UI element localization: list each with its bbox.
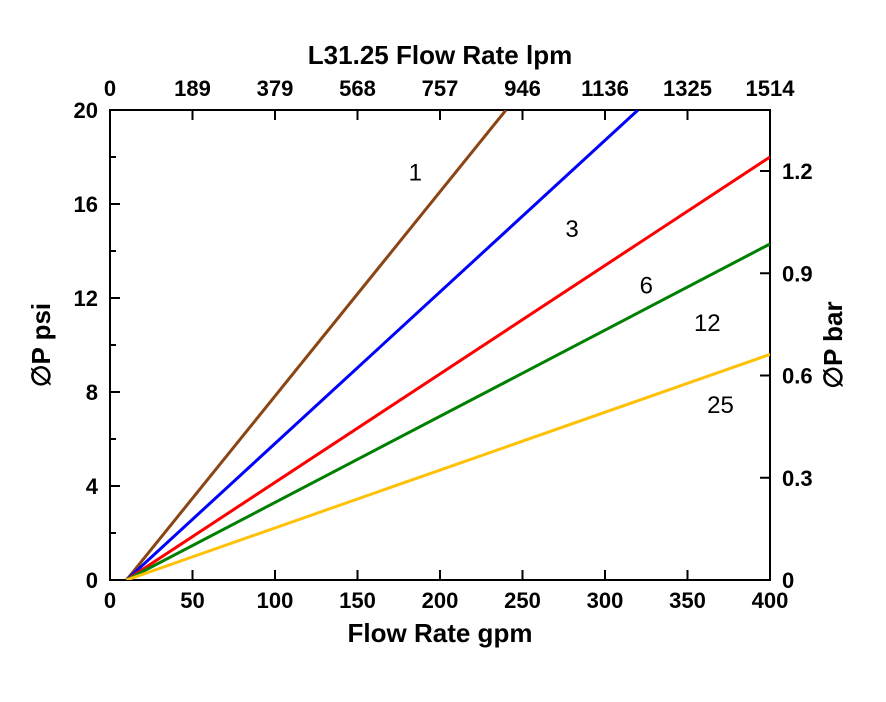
y-left-axis-title: ∅P psi bbox=[26, 303, 56, 387]
x-top-axis-title: L31.25 Flow Rate lpm bbox=[308, 40, 572, 70]
series-label-25: 25 bbox=[707, 392, 734, 419]
x-bottom-tick-label: 250 bbox=[504, 588, 541, 613]
x-top-tick-label: 1514 bbox=[746, 76, 796, 101]
x-bottom-tick-label: 200 bbox=[422, 588, 459, 613]
y-left-tick-label: 0 bbox=[86, 568, 98, 593]
x-top-tick-label: 1325 bbox=[663, 76, 712, 101]
y-left-tick-label: 16 bbox=[74, 192, 98, 217]
x-bottom-axis-title: Flow Rate gpm bbox=[348, 618, 533, 648]
x-top-tick-label: 568 bbox=[339, 76, 376, 101]
x-bottom-tick-label: 150 bbox=[339, 588, 376, 613]
y-right-axis-title: ∅P bar bbox=[818, 301, 848, 388]
x-bottom-tick-label: 350 bbox=[669, 588, 706, 613]
y-right-tick-label: 0.3 bbox=[782, 466, 813, 491]
y-left-tick-label: 4 bbox=[86, 474, 99, 499]
y-right-tick-label: 0.9 bbox=[782, 261, 813, 286]
series-line-25 bbox=[127, 354, 771, 580]
series-label-12: 12 bbox=[694, 310, 721, 337]
x-top-tick-label: 1136 bbox=[581, 76, 629, 101]
series-line-6 bbox=[127, 157, 771, 580]
series-label-6: 6 bbox=[640, 272, 653, 299]
series-line-1 bbox=[127, 110, 507, 580]
x-bottom-tick-label: 50 bbox=[180, 588, 204, 613]
y-left-tick-label: 20 bbox=[74, 98, 98, 123]
x-top-tick-label: 189 bbox=[174, 76, 211, 101]
y-right-tick-label: 0 bbox=[782, 568, 794, 593]
x-bottom-tick-label: 0 bbox=[104, 588, 116, 613]
x-top-tick-label: 757 bbox=[422, 76, 459, 101]
x-top-tick-label: 379 bbox=[257, 76, 294, 101]
series-label-1: 1 bbox=[409, 160, 422, 187]
series-label-3: 3 bbox=[565, 216, 578, 243]
y-left-tick-label: 8 bbox=[86, 380, 98, 405]
x-bottom-tick-label: 300 bbox=[587, 588, 624, 613]
chart-container: 050100150200250300350400Flow Rate gpm018… bbox=[0, 0, 886, 702]
x-bottom-tick-label: 100 bbox=[257, 588, 294, 613]
y-right-tick-label: 1.2 bbox=[782, 159, 813, 184]
x-top-tick-label: 0 bbox=[104, 76, 116, 101]
series-line-3 bbox=[127, 110, 639, 580]
plot-border bbox=[110, 110, 770, 580]
y-right-tick-label: 0.6 bbox=[782, 364, 813, 389]
x-top-tick-label: 946 bbox=[504, 76, 541, 101]
flow-rate-chart: 050100150200250300350400Flow Rate gpm018… bbox=[0, 0, 886, 702]
y-left-tick-label: 12 bbox=[74, 286, 98, 311]
series-line-12 bbox=[127, 244, 771, 580]
